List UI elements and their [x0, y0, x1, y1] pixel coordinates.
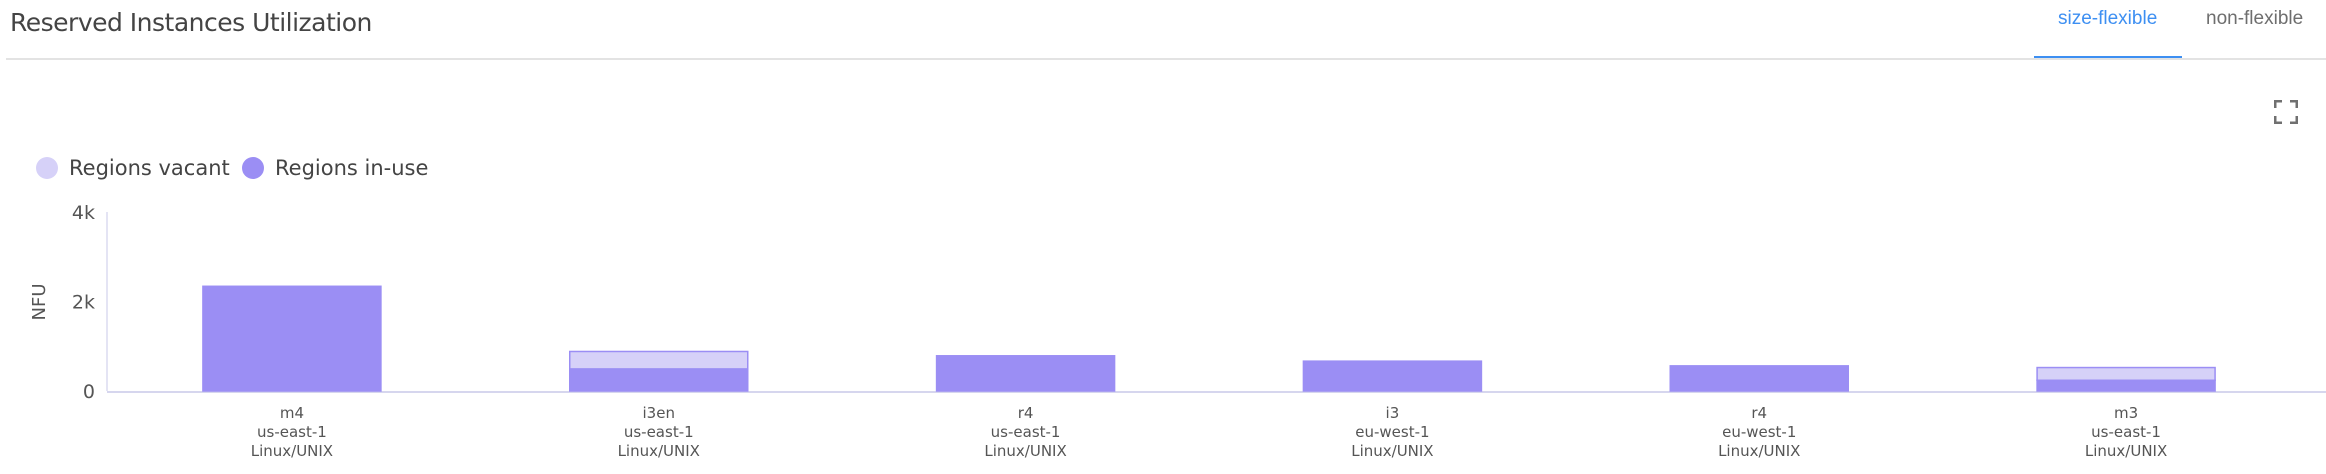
legend-label: Regions vacant: [69, 156, 230, 180]
x-tick-label: i3: [1386, 404, 1400, 422]
header-divider: [6, 58, 2326, 60]
x-tick-label: Linux/UNIX: [618, 442, 700, 460]
legend-swatch-in-use: [242, 157, 264, 179]
x-tick-label: m3: [2114, 404, 2138, 422]
legend-item-vacant[interactable]: Regions vacant: [36, 156, 230, 180]
tab-size-flexible[interactable]: size-flexible: [2058, 8, 2158, 29]
y-axis: 0 2k 4k NFU: [29, 202, 2326, 403]
x-tick-label: Linux/UNIX: [251, 442, 333, 460]
x-tick-label: Linux/UNIX: [2085, 442, 2167, 460]
page-title: Reserved Instances Utilization: [10, 8, 372, 37]
legend-label: Regions in-use: [275, 156, 429, 180]
x-tick-label: Linux/UNIX: [984, 442, 1066, 460]
active-tab-indicator: [2034, 56, 2182, 59]
bar-regions-in-use: [935, 355, 1116, 392]
x-tick-label: eu-west-1: [1722, 423, 1796, 441]
legend-swatch-vacant: [36, 157, 58, 179]
x-tick-label: m4: [280, 404, 304, 422]
bar-regions-vacant: [569, 350, 749, 370]
x-tick-label: i3en: [643, 404, 675, 422]
tab-non-flexible[interactable]: non-flexible: [2206, 8, 2304, 29]
x-tick-label: us-east-1: [991, 423, 1061, 441]
x-tick-label: eu-west-1: [1355, 423, 1429, 441]
x-tick-label: r4: [1018, 404, 1034, 422]
x-tick-label: us-east-1: [257, 423, 327, 441]
x-tick-label: us-east-1: [624, 423, 694, 441]
bar-regions-in-use: [569, 368, 749, 392]
bar-regions-in-use: [2036, 379, 2216, 392]
x-tick-label: us-east-1: [2091, 423, 2161, 441]
x-tick-label: Linux/UNIX: [1351, 442, 1433, 460]
x-axis-labels: m4us-east-1Linux/UNIXi3enus-east-1Linux/…: [251, 404, 2168, 460]
bar-regions-vacant: [2036, 366, 2216, 382]
bar-regions-in-use: [202, 285, 382, 392]
legend-item-in-use[interactable]: Regions in-use: [242, 156, 428, 180]
y-tick-label: 2k: [72, 292, 95, 314]
y-axis-title: NFU: [29, 284, 50, 321]
x-tick-label: Linux/UNIX: [1718, 442, 1800, 460]
fullscreen-icon[interactable]: [2273, 99, 2299, 125]
y-tick-label: 0: [83, 381, 95, 403]
y-tick-label: 4k: [72, 202, 95, 224]
x-tick-label: r4: [1751, 404, 1767, 422]
bars: [202, 285, 2216, 392]
bar-regions-in-use: [1302, 360, 1483, 392]
bar-regions-in-use: [1669, 365, 1849, 392]
